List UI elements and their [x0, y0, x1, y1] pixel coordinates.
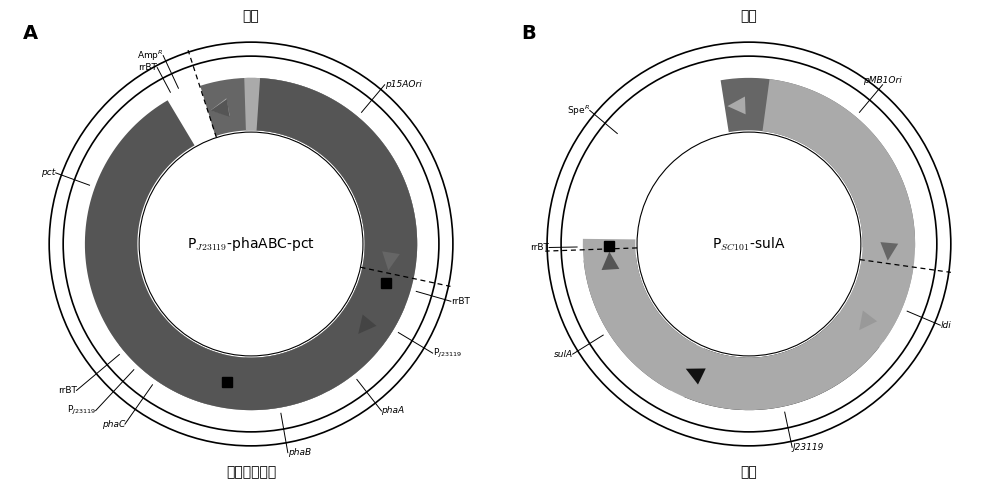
Text: 序列: 序列: [741, 465, 757, 479]
Text: J23119: J23119: [792, 443, 824, 452]
Text: sulA: sulA: [554, 349, 573, 359]
Text: A: A: [23, 24, 38, 43]
Text: phaB: phaB: [288, 448, 311, 457]
Text: rrBT: rrBT: [138, 63, 157, 72]
Text: P$_{J23119}$-phaABC-pct: P$_{J23119}$-phaABC-pct: [187, 235, 315, 253]
Text: 元件: 元件: [741, 9, 757, 23]
Text: B: B: [521, 24, 536, 43]
Text: rrBT: rrBT: [58, 386, 77, 395]
Text: pct: pct: [41, 168, 56, 178]
Text: phaC: phaC: [102, 420, 125, 428]
Text: pMB1Ori: pMB1Ori: [863, 76, 902, 85]
Text: P$_{SC101}$-sulA: P$_{SC101}$-sulA: [712, 235, 786, 253]
Text: Amp$^R$: Amp$^R$: [137, 48, 163, 63]
Text: ldi: ldi: [940, 321, 951, 330]
Text: P$_{J23119}$: P$_{J23119}$: [433, 346, 462, 360]
Text: phaA: phaA: [381, 407, 405, 415]
Text: Spe$^R$: Spe$^R$: [567, 103, 590, 118]
Text: 元件: 元件: [243, 9, 259, 23]
Text: P$_{J23119}$: P$_{J23119}$: [67, 404, 96, 417]
Text: rrBT: rrBT: [530, 243, 549, 252]
Text: rrBT: rrBT: [451, 297, 470, 306]
Text: 异源控制序列: 异源控制序列: [226, 465, 276, 479]
Text: p15AOri: p15AOri: [385, 80, 421, 89]
